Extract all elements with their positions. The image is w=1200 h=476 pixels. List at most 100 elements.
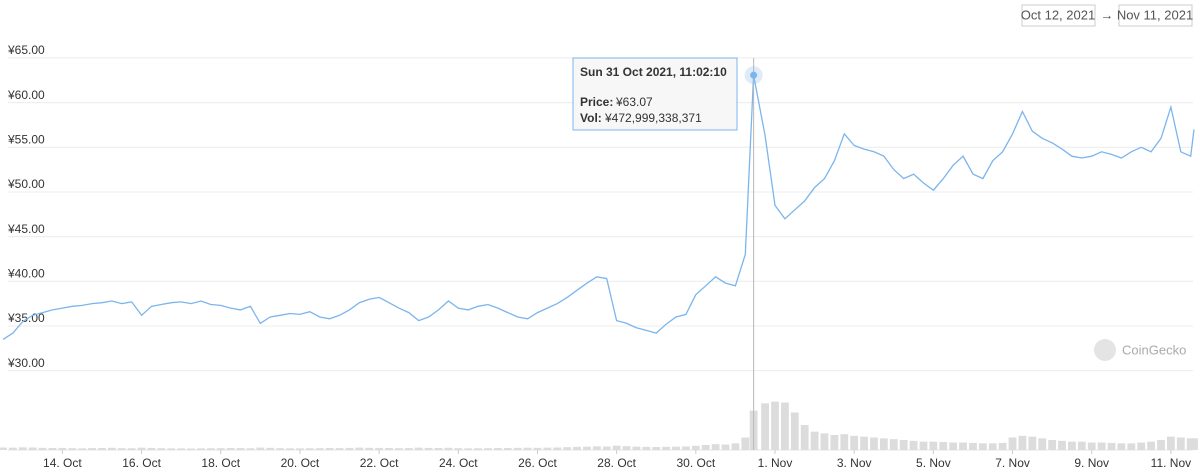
volume-bar [810,431,819,450]
volume-bar [1018,435,1027,450]
volume-bar [464,448,473,450]
volume-bar [1107,442,1116,450]
volume-bar [682,446,690,450]
volume-bar [177,448,186,450]
volume-bar [929,441,938,450]
plot [2,58,1195,450]
volume-bar [870,437,878,450]
range-end-box[interactable] [1118,4,1193,27]
volume-bar [345,447,354,450]
volume-bar [602,446,611,450]
volume-bar [296,448,304,450]
volume-bar [167,448,176,450]
watermark-logo [1094,339,1116,361]
volume-bar [0,447,7,450]
x-tick-label: 7. Nov [995,456,1030,470]
volume-bar [98,448,106,450]
grid: ¥30.00¥35.00¥40.00¥45.00¥50.00¥55.00¥60.… [7,43,1193,470]
volume-bar [790,412,799,450]
volume-bar [157,448,166,450]
volume-bar [404,448,413,450]
x-tick-label: 22. Oct [360,456,399,470]
volume-bar [959,442,967,450]
volume-bar [513,447,522,450]
volume-bar [117,448,126,450]
volume-bar [543,447,552,450]
volume-bar [780,402,789,450]
watermark: CoinGecko [1094,339,1186,361]
volume-bar [434,448,443,450]
x-tick-label: 1. Nov [758,456,793,470]
volume-bar [969,442,977,450]
volume-bar [286,448,294,450]
tooltip: Sun 31 Oct 2021, 11:02:10 Price: ¥63.07 … [572,57,738,131]
x-tick-label: 24. Oct [439,456,478,470]
volume-bar [632,446,641,450]
volume-bar [1167,436,1175,450]
volume-bar [385,448,393,450]
volume-bar [573,446,581,450]
x-tick-label: 3. Nov [837,456,872,470]
volume-bar [523,447,532,450]
volume-bar [444,447,453,450]
range-end[interactable]: Nov 11, 2021 [1117,7,1193,22]
y-tick-label: ¥65.00 [7,43,45,57]
volume-bar [18,447,27,450]
volume-bar [563,447,572,450]
date-range: Oct 12, 2021 → Nov 11, 2021 [1021,4,1193,27]
volume-bar [1157,440,1165,450]
tooltip-price: ¥63.07 [615,95,653,109]
x-tick-label: 16. Oct [122,456,161,470]
volume-bar [988,443,997,450]
volume-bar [909,440,918,450]
volume-bar [830,435,839,450]
volume-bar [1008,437,1017,450]
volume-bar [1137,442,1146,450]
range-start[interactable]: Oct 12, 2021 [1021,7,1095,22]
volume-bar [137,447,146,450]
volume-bar [711,444,720,450]
x-tick-label: 18. Oct [201,456,240,470]
x-tick-label: 28. Oct [597,456,636,470]
volume-bar [899,440,908,450]
volume-bar [28,447,37,450]
y-tick-label: ¥30.00 [7,356,45,370]
tooltip-box [572,57,738,131]
volume-bar [998,442,1007,450]
volume-bar [820,433,829,450]
volume-bar [1097,442,1106,450]
tooltip-vol-label: Vol: [580,111,602,125]
volume-bar [850,435,859,450]
volume-bar [800,425,809,450]
volume-bar [978,443,987,450]
volume-bar [375,447,384,450]
volume-bar [761,403,770,450]
volume-bar [266,447,275,450]
volume-bar [612,445,621,450]
volume-bar [1117,443,1126,450]
x-tick-label: 5. Nov [916,456,951,470]
volume-bar [1048,440,1057,450]
volume-bar [731,443,740,450]
volume-bar [127,448,136,450]
volume-bar [879,438,888,450]
x-tick-label: 14. Oct [43,456,82,470]
x-tick-label: 9. Nov [1074,456,1109,470]
volume-bar [1087,442,1096,450]
volume-bar [305,448,314,450]
volume-bar [1190,438,1198,450]
volume-bar [107,447,116,450]
range-start-box[interactable] [1021,4,1096,27]
volume-bar [939,442,948,450]
x-tick-label: 11. Nov [1151,456,1191,470]
volume-bar [1068,441,1076,450]
volume-bar [1028,436,1037,450]
volume-bar [68,448,77,450]
volume-bar [8,447,17,450]
range-arrow: → [1101,7,1114,22]
volume-bar [1038,438,1047,450]
volume-bars [0,401,1198,450]
volume-bar [1147,441,1156,450]
volume-bar [1077,441,1086,450]
